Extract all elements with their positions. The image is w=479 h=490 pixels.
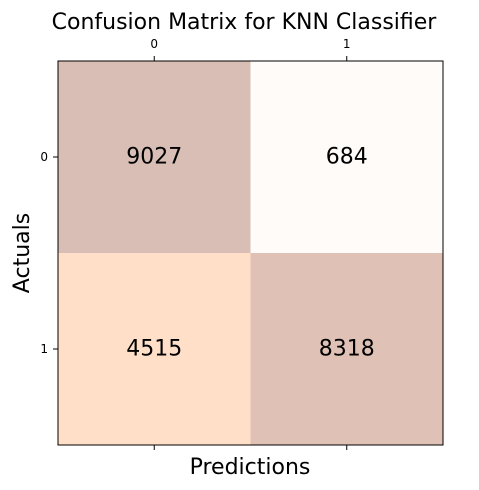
y-tick-label-1: 1 — [40, 342, 48, 356]
cell-value-1-0: 4515 — [126, 337, 182, 362]
matrix-cell-0-1 — [250, 61, 443, 253]
matrix-cell-1-0 — [58, 253, 251, 445]
cell-value-0-0: 9027 — [126, 145, 182, 170]
y-tick-label-0: 0 — [40, 150, 48, 164]
chart-title: Confusion Matrix for KNN Classifier — [52, 10, 438, 35]
matrix-cell-1-1 — [250, 253, 443, 445]
plot-frame — [57, 60, 444, 446]
cell-value-0-1: 684 — [326, 145, 368, 170]
x-axis-label: Predictions — [190, 455, 311, 480]
x-tick-label-0: 0 — [150, 37, 158, 51]
y-axis-label: Actuals — [10, 213, 35, 293]
matrix-cell-0-0 — [58, 61, 251, 253]
x-tick-label-1: 1 — [343, 37, 351, 51]
cell-value-1-1: 8318 — [319, 337, 375, 362]
